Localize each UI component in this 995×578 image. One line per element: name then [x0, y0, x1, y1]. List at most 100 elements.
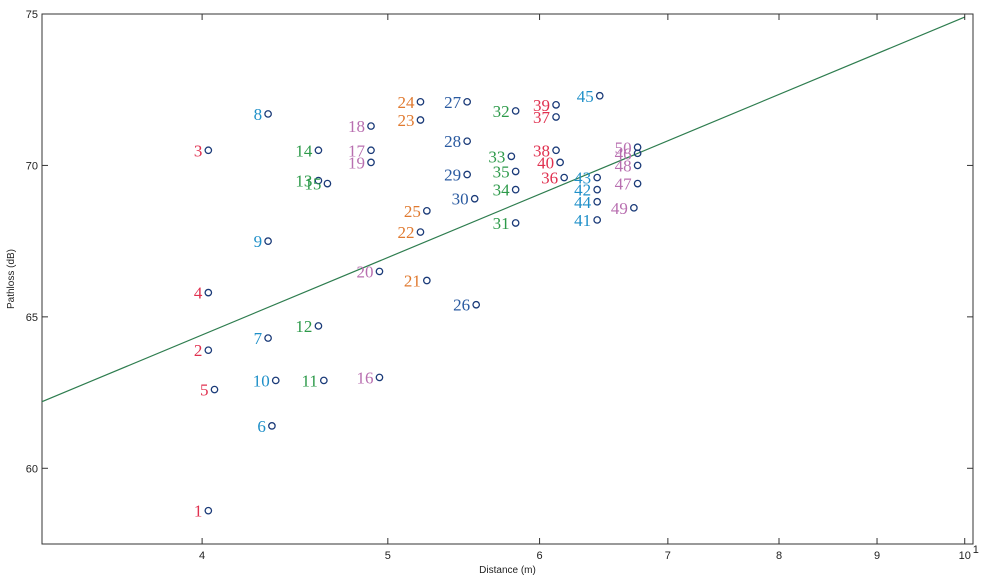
x-tick-label: 8 — [776, 550, 782, 562]
point-marker — [367, 122, 375, 130]
point-label: 35 — [493, 162, 510, 181]
point-marker — [416, 116, 425, 124]
point-label: 14 — [295, 141, 313, 160]
data-point: 50 — [615, 138, 642, 157]
point-label: 4 — [194, 284, 203, 303]
data-point: 21 — [404, 272, 431, 291]
point-marker — [511, 185, 520, 194]
point-marker — [633, 161, 642, 170]
point-marker — [556, 158, 564, 167]
point-marker — [204, 506, 213, 515]
data-point: 15 — [304, 175, 332, 194]
data-point: 5 — [200, 381, 219, 400]
point-marker — [375, 373, 384, 382]
point-marker — [552, 146, 560, 155]
point-label: 16 — [356, 368, 373, 387]
point-label: 45 — [577, 87, 594, 106]
point-label: 46 — [615, 144, 632, 163]
x-tick-label: 7 — [665, 550, 671, 562]
point-label: 2 — [194, 341, 203, 360]
point-marker — [511, 167, 520, 176]
data-point: 1 — [194, 502, 213, 521]
x-tick-label: 6 — [537, 550, 543, 562]
data-point: 33 — [488, 147, 516, 166]
point-marker — [470, 194, 479, 203]
data-point: 31 — [493, 214, 520, 233]
point-label: 12 — [295, 317, 312, 336]
data-point: 3 — [194, 141, 213, 160]
point-marker — [552, 113, 560, 121]
point-label: 28 — [444, 132, 461, 151]
fit-line-layer — [42, 16, 965, 403]
point-marker — [552, 101, 560, 109]
point-marker — [422, 276, 431, 285]
data-point: 34 — [493, 181, 520, 200]
point-label: 27 — [444, 93, 462, 112]
data-point: 13 — [295, 172, 323, 191]
point-marker — [210, 385, 219, 394]
data-point: 38 — [533, 141, 560, 160]
point-label: 49 — [611, 199, 628, 218]
point-label: 42 — [574, 181, 591, 200]
x-tick-label: 4 — [199, 550, 205, 562]
point-marker — [463, 97, 472, 106]
y-axis-title: Pathloss (dB) — [6, 249, 17, 309]
plot-area — [41, 13, 974, 545]
data-point: 29 — [444, 166, 472, 185]
x-tick-label: 5 — [385, 550, 391, 562]
point-marker — [204, 146, 213, 155]
data-point: 4 — [194, 284, 213, 303]
data-point: 24 — [397, 93, 425, 112]
data-point: 10 — [253, 371, 280, 390]
data-point: 26 — [453, 296, 481, 315]
data-point: 44 — [574, 193, 602, 212]
x-tick-label: 9 — [874, 550, 880, 562]
data-point: 42 — [574, 181, 602, 200]
point-marker — [595, 91, 604, 100]
point-marker — [463, 170, 472, 179]
y-tick-label: 75 — [26, 9, 38, 21]
point-marker — [507, 152, 516, 161]
point-marker — [264, 334, 272, 342]
point-marker — [264, 237, 272, 245]
point-label: 48 — [615, 156, 632, 175]
point-marker — [416, 97, 425, 106]
data-point: 36 — [541, 169, 569, 188]
data-point: 25 — [404, 202, 431, 221]
point-marker — [463, 137, 472, 146]
data-point: 43 — [574, 169, 602, 188]
x-axis-ticks: 4 5 6 7 8 9 10 — [199, 14, 971, 562]
point-marker — [271, 376, 280, 385]
point-label: 18 — [348, 117, 365, 136]
point-label: 44 — [574, 193, 592, 212]
point-label: 31 — [493, 214, 510, 233]
data-point: 17 — [348, 141, 375, 160]
data-point: 28 — [444, 132, 472, 151]
point-marker — [264, 110, 272, 118]
point-marker — [593, 185, 602, 194]
data-point: 37 — [533, 108, 560, 127]
point-marker — [367, 146, 375, 155]
point-label: 41 — [574, 211, 591, 230]
point-label: 26 — [453, 296, 470, 315]
data-point: 35 — [493, 162, 520, 181]
point-marker — [593, 173, 602, 182]
point-label: 32 — [493, 102, 510, 121]
point-marker — [204, 346, 213, 355]
data-point: 49 — [611, 199, 638, 218]
point-marker — [422, 207, 431, 215]
data-point: 12 — [295, 317, 323, 336]
point-label: 39 — [533, 96, 550, 115]
point-label: 22 — [397, 223, 414, 242]
point-label: 47 — [615, 175, 633, 194]
point-marker — [323, 179, 332, 188]
data-point: 39 — [533, 96, 560, 115]
point-marker — [560, 173, 569, 182]
data-point: 23 — [397, 111, 425, 130]
data-point: 45 — [577, 87, 604, 106]
point-label: 30 — [452, 190, 469, 209]
point-marker — [375, 267, 384, 276]
data-point: 11 — [301, 371, 328, 390]
